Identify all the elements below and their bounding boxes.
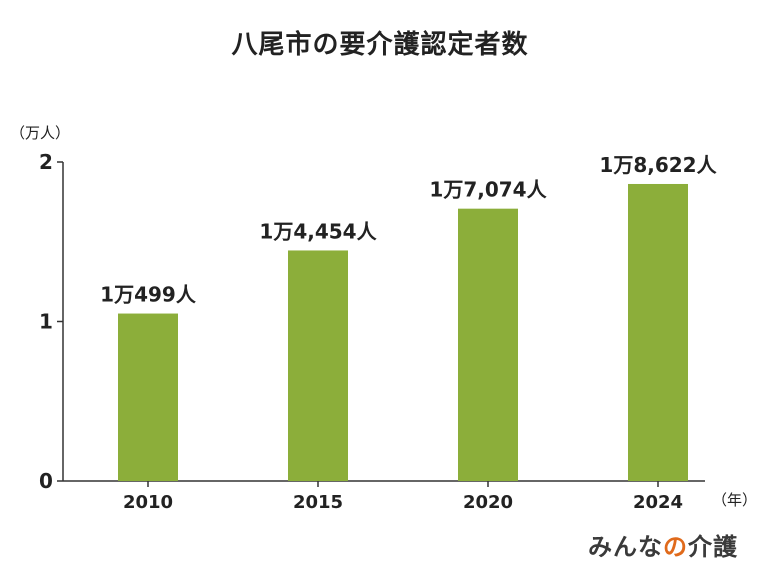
bar [628, 183, 688, 481]
chart-title: 八尾市の要介護認定者数 [231, 30, 529, 60]
brand-text-main: みんな [588, 533, 663, 561]
brand-logo: みんなの介護 [588, 527, 738, 562]
bar [288, 250, 348, 481]
data-label: 1万4,454人 [259, 219, 377, 243]
x-tick-label: 2020 [463, 492, 513, 513]
bar [118, 313, 178, 481]
x-axis-unit: （年） [712, 491, 758, 509]
data-label: 1万499人 [100, 283, 197, 307]
data-label: 1万7,074人 [429, 178, 547, 202]
brand-text-accent: の [663, 533, 688, 561]
y-axis-unit: （万人） [10, 124, 71, 142]
x-tick-label: 2015 [293, 492, 343, 513]
y-tick-label: 1 [39, 310, 53, 334]
data-label: 1万8,622人 [599, 153, 717, 177]
x-tick-label: 2024 [633, 492, 683, 513]
y-tick-label: 2 [39, 150, 53, 174]
x-tick-label: 2010 [123, 492, 173, 513]
bar [458, 208, 518, 482]
y-tick-label: 0 [39, 469, 53, 493]
brand-text-end: 介護 [688, 533, 738, 561]
